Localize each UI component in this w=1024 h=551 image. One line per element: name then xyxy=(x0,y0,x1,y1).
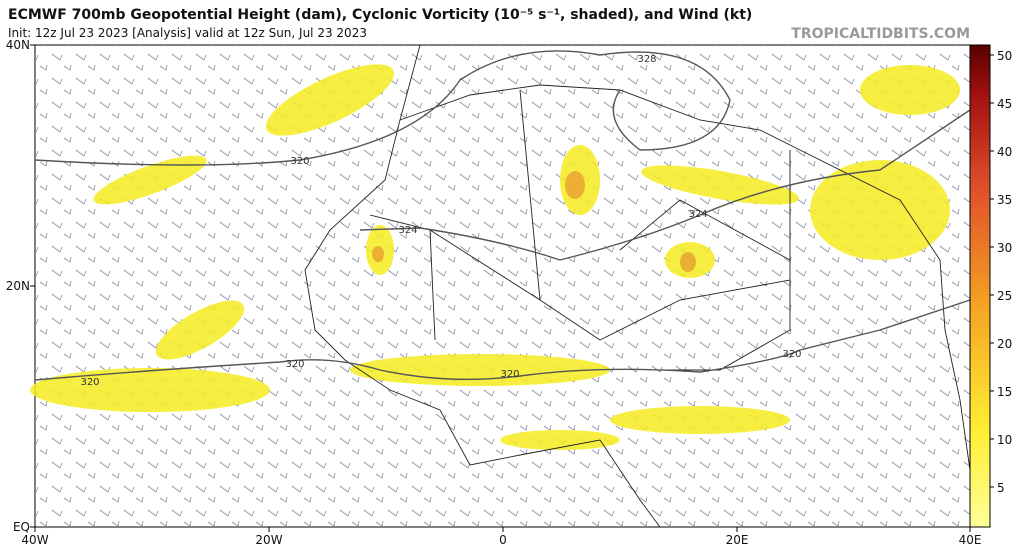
contour-label: 320 xyxy=(782,349,801,360)
lat-label: EQ xyxy=(13,520,30,534)
contour-label: 324 xyxy=(688,209,707,220)
lon-label: 20E xyxy=(726,533,749,547)
colorbar-label: 10 xyxy=(997,433,1012,447)
contour-label: 320 xyxy=(290,156,309,167)
colorbar-label: 25 xyxy=(997,289,1012,303)
colorbar-label: 20 xyxy=(997,337,1012,351)
colorbar-label: 50 xyxy=(997,49,1012,63)
colorbar xyxy=(969,44,991,528)
colorbar-label: 5 xyxy=(997,481,1005,495)
lon-label: 40W xyxy=(21,533,48,547)
colorbar-label: 40 xyxy=(997,145,1012,159)
watermark: TROPICALTIDBITS.COM xyxy=(791,26,970,42)
lat-label: 20N xyxy=(6,279,30,293)
contour-label: 320 xyxy=(80,377,99,388)
init-line: Init: 12z Jul 23 2023 [Analysis] valid a… xyxy=(8,26,367,40)
colorbar-label: 35 xyxy=(997,193,1012,207)
lat-label: 40N xyxy=(6,38,30,52)
title: ECMWF 700mb Geopotential Height (dam), C… xyxy=(8,7,752,23)
colorbar-label: 45 xyxy=(997,97,1012,111)
colorbar-label: 15 xyxy=(997,385,1012,399)
contour-label: 328 xyxy=(637,54,656,65)
contour-label: 324 xyxy=(398,225,417,236)
lon-label: 0 xyxy=(499,533,507,547)
contour-label: 320 xyxy=(285,359,304,370)
contour-label: 320 xyxy=(500,369,519,380)
lon-label: 40E xyxy=(959,533,982,547)
lon-label: 20W xyxy=(255,533,282,547)
colorbar-label: 30 xyxy=(997,241,1012,255)
map-area xyxy=(30,44,971,528)
